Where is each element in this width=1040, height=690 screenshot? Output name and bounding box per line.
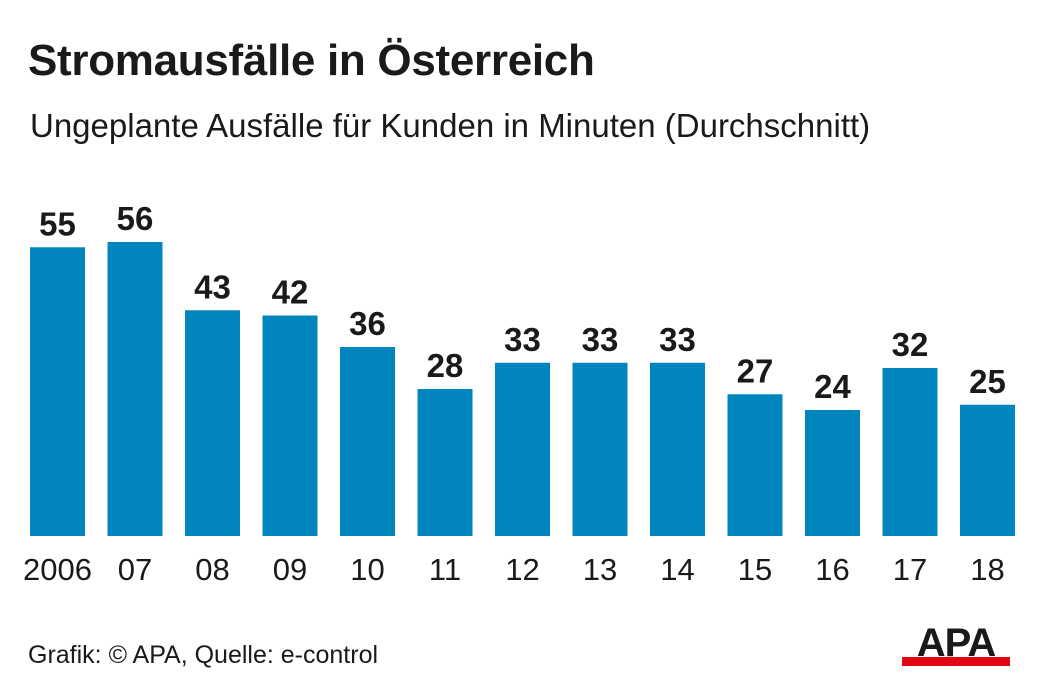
bar-16: [805, 410, 860, 536]
value-label-07: 56: [117, 200, 154, 237]
source-credit: Grafik: © APA, Quelle: e-control: [28, 641, 379, 669]
x-tick-label-10: 10: [350, 552, 384, 587]
x-tick-label-12: 12: [505, 552, 539, 587]
value-label-10: 36: [349, 305, 386, 342]
value-label-16: 24: [814, 368, 851, 405]
x-tick-label-11: 11: [429, 552, 461, 587]
bar-2006: [30, 247, 85, 536]
chart-subtitle: Ungeplante Ausfälle für Kunden in Minute…: [30, 107, 871, 144]
bar-12: [495, 362, 550, 536]
value-label-11: 28: [427, 347, 464, 384]
bar-08: [185, 310, 240, 536]
bar-10: [340, 347, 395, 536]
x-tick-label-18: 18: [970, 552, 1004, 587]
chart-title: Stromausfälle in Österreich: [28, 36, 595, 85]
x-tick-label-2006: 2006: [23, 552, 92, 587]
bar-17: [882, 368, 938, 536]
bar-09: [262, 315, 318, 536]
bar-chart: 55 2006 56 07 43 08 42 09 36 10 28 11 33 12 33 13 33 14 27…: [23, 200, 1015, 587]
value-label-09: 42: [272, 274, 309, 311]
bar-18: [960, 404, 1015, 536]
value-label-08: 43: [194, 268, 231, 305]
bar-11: [417, 389, 473, 536]
x-tick-label-13: 13: [583, 552, 617, 587]
x-tick-label-07: 07: [118, 552, 152, 587]
x-tick-label-09: 09: [273, 552, 307, 587]
apa-logo: APA: [902, 622, 1010, 666]
value-label-17: 32: [892, 326, 929, 363]
x-tick-label-08: 08: [195, 552, 229, 587]
bar-07: [107, 242, 163, 536]
value-label-18: 25: [969, 363, 1006, 400]
x-tick-label-14: 14: [660, 552, 694, 587]
value-label-13: 33: [582, 321, 619, 358]
x-tick-label-16: 16: [815, 552, 849, 587]
x-tick-label-17: 17: [893, 552, 927, 587]
value-label-2006: 55: [39, 205, 76, 242]
value-label-12: 33: [504, 321, 541, 358]
bar-14: [650, 362, 705, 536]
x-tick-label-15: 15: [738, 552, 772, 587]
value-label-15: 27: [737, 352, 774, 389]
logo-red-bar: [902, 657, 1010, 666]
bar-15: [727, 394, 783, 536]
bar-13: [572, 362, 628, 536]
value-label-14: 33: [659, 321, 696, 358]
